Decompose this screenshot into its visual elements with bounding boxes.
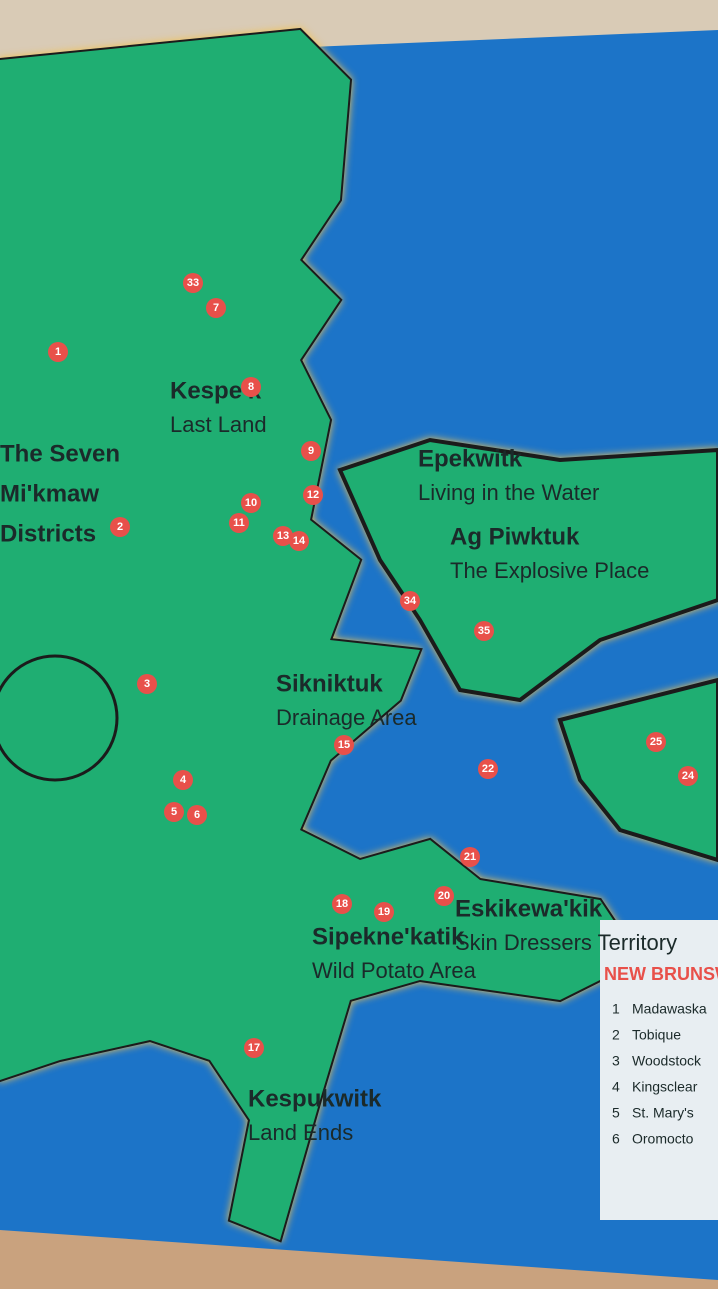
panel-number: 1 <box>612 1001 620 1017</box>
panel-number: 3 <box>612 1053 620 1069</box>
region-meaning: Last Land <box>170 412 267 437</box>
marker <box>206 298 226 318</box>
marker-number: 17 <box>248 1042 260 1054</box>
marker-number: 6 <box>194 809 200 821</box>
floor <box>0 1230 718 1289</box>
region-name: Ag Piwktuk <box>450 523 580 550</box>
districts-label: Districts <box>0 520 96 547</box>
marker-number: 14 <box>293 535 306 547</box>
panel-number: 2 <box>612 1027 620 1043</box>
marker-number: 21 <box>464 851 476 863</box>
marker-number: 13 <box>277 530 289 542</box>
marker <box>48 342 68 362</box>
marker-number: 11 <box>233 517 245 529</box>
district-wheel <box>0 654 119 782</box>
marker <box>241 493 261 513</box>
marker <box>229 513 249 533</box>
marker <box>434 886 454 906</box>
panel-name: Madawaska <box>632 1001 707 1017</box>
marker-number: 9 <box>308 445 314 457</box>
marker <box>460 847 480 867</box>
panel-name: Oromocto <box>632 1131 694 1147</box>
marker <box>474 621 494 641</box>
panel-name: Kingsclear <box>632 1079 698 1095</box>
marker <box>400 591 420 611</box>
panel-number: 4 <box>612 1079 620 1095</box>
districts-label: Mi'kmaw <box>0 480 99 507</box>
marker <box>301 441 321 461</box>
marker <box>303 485 323 505</box>
marker-number: 1 <box>55 346 61 358</box>
marker <box>334 735 354 755</box>
region-meaning: Living in the Water <box>418 480 599 505</box>
marker <box>289 531 309 551</box>
marker-number: 5 <box>171 806 177 818</box>
marker <box>332 894 352 914</box>
region-meaning: Skin Dressers Territory <box>455 930 677 955</box>
marker-number: 34 <box>404 595 417 607</box>
marker <box>244 1038 264 1058</box>
region-meaning: Wild Potato Area <box>312 958 477 983</box>
marker <box>137 674 157 694</box>
panel-name: Woodstock <box>632 1053 702 1069</box>
marker-number: 35 <box>478 625 490 637</box>
panel-name: Tobique <box>632 1027 681 1043</box>
marker-number: 24 <box>682 770 695 782</box>
marker-number: 25 <box>650 736 662 748</box>
marker-number: 20 <box>438 890 450 902</box>
panel-name: St. Mary's <box>632 1105 694 1121</box>
marker <box>110 517 130 537</box>
marker-number: 4 <box>180 774 187 786</box>
districts-label: The Seven <box>0 440 120 467</box>
marker <box>183 273 203 293</box>
marker-number: 15 <box>338 739 350 751</box>
marker-number: 10 <box>245 497 257 509</box>
marker-number: 8 <box>248 381 254 393</box>
panel-number: 5 <box>612 1105 620 1121</box>
side-panel <box>600 920 718 1220</box>
panel-heading: NEW BRUNSWICK <box>604 964 718 984</box>
marker-number: 3 <box>144 678 150 690</box>
marker <box>678 766 698 786</box>
marker-number: 19 <box>378 906 390 918</box>
region-name: Sikniktuk <box>276 670 383 697</box>
region-meaning: Land Ends <box>248 1120 353 1145</box>
marker-number: 2 <box>117 521 123 533</box>
land <box>0 27 718 1243</box>
marker-number: 18 <box>336 898 348 910</box>
marker <box>646 732 666 752</box>
marker <box>173 770 193 790</box>
region-meaning: Drainage Area <box>276 705 417 730</box>
region-name: Epekwitk <box>418 445 523 472</box>
marker <box>478 759 498 779</box>
region-meaning: The Explosive Place <box>450 558 649 583</box>
region-name: Eskikewa'kik <box>455 895 603 922</box>
marker <box>164 802 184 822</box>
marker-number: 7 <box>213 302 219 314</box>
panel-number: 6 <box>612 1131 620 1147</box>
marker <box>187 805 207 825</box>
region-name: Sipekne'katik <box>312 923 465 950</box>
marker <box>273 526 293 546</box>
marker-number: 33 <box>187 277 199 289</box>
marker <box>241 377 261 397</box>
marker <box>374 902 394 922</box>
marker-number: 22 <box>482 763 494 775</box>
marker-number: 12 <box>307 489 319 501</box>
region-name: Kespukwitk <box>248 1085 382 1112</box>
